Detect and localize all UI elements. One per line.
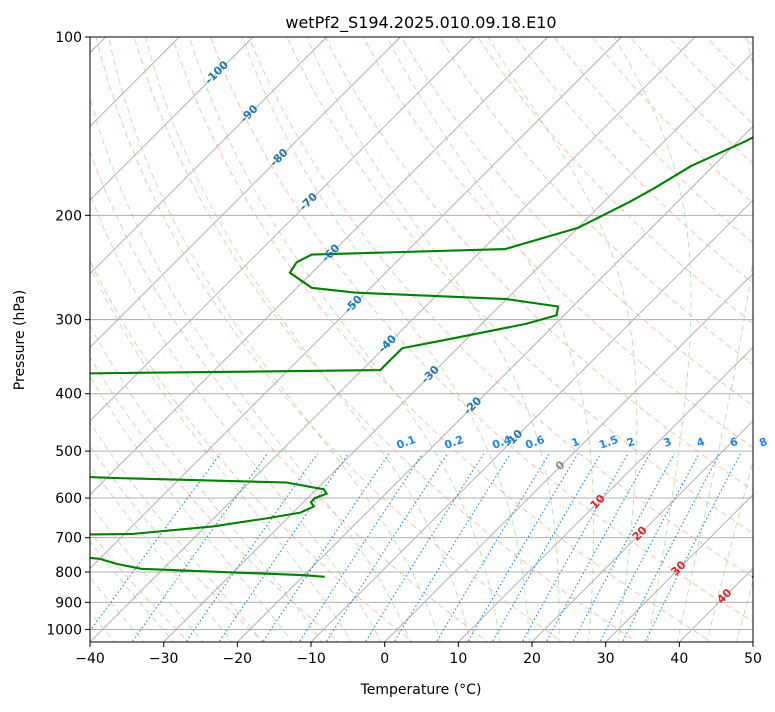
dry-adiabat xyxy=(592,37,775,644)
mixing-ratio-label: 0.6 xyxy=(524,433,547,452)
x-tick-label: −40 xyxy=(75,651,105,667)
mixing-ratio-line xyxy=(325,454,448,645)
moist-adiabat xyxy=(736,37,775,644)
chart-title: wetPf2_S194.2025.010.09.18.E10 xyxy=(285,13,556,33)
moist-adiabat xyxy=(307,37,560,644)
dry-adiabat xyxy=(287,37,775,644)
mixing-ratio-line xyxy=(435,454,549,645)
y-tick-label: 600 xyxy=(55,491,82,507)
isotherm-label: 20 xyxy=(630,523,650,543)
isotherm-line xyxy=(237,37,775,642)
x-tick-label: 20 xyxy=(523,651,541,667)
dry-adiabat xyxy=(0,37,266,644)
isotherm-line xyxy=(458,37,775,642)
isotherm-line xyxy=(532,37,775,642)
x-tick-label: 10 xyxy=(449,651,467,667)
isotherm-line xyxy=(0,37,400,642)
y-tick-label: 200 xyxy=(55,208,82,224)
x-tick-label: 50 xyxy=(744,651,762,667)
plot-frame xyxy=(90,37,753,642)
isotherm-label: -20 xyxy=(461,394,484,417)
dry-adiabat xyxy=(363,37,775,644)
y-tick-label: 700 xyxy=(55,531,82,547)
y-tick-label: 300 xyxy=(55,313,82,329)
y-tick-label: 500 xyxy=(55,444,82,460)
mixing-ratio-line xyxy=(521,454,628,645)
dry-adiabat xyxy=(516,37,775,644)
dewpoint-line xyxy=(0,37,775,577)
isotherm-label: -90 xyxy=(237,102,260,125)
isotherm-label: -30 xyxy=(419,363,442,386)
isotherm-line xyxy=(16,37,621,642)
isotherm-label: -60 xyxy=(319,241,342,264)
mixing-ratio-label: 6 xyxy=(728,435,740,450)
mixing-ratio-label: 8 xyxy=(758,435,770,450)
x-tick-label: −20 xyxy=(223,651,253,667)
isotherm-label: -70 xyxy=(297,190,320,213)
mixing-ratio-line xyxy=(599,454,700,645)
mixing-ratio-label: 0.2 xyxy=(443,433,466,452)
mixing-ratio-line xyxy=(466,454,578,645)
moist-adiabat xyxy=(0,37,205,644)
dry-adiabat xyxy=(745,37,775,644)
y-tick-label: 400 xyxy=(55,387,82,403)
moist-adiabat xyxy=(146,37,471,644)
x-tick-label: 40 xyxy=(670,651,688,667)
dry-adiabat xyxy=(58,37,491,644)
moist-adiabat xyxy=(49,37,383,644)
mixing-ratio-line xyxy=(80,454,221,645)
y-tick-label: 800 xyxy=(55,565,82,581)
x-tick-label: 0 xyxy=(380,651,389,667)
mixing-ratio-line xyxy=(572,454,675,645)
isotherm-line xyxy=(0,37,474,642)
isotherm-line xyxy=(164,37,769,642)
moist-adiabat xyxy=(0,37,264,644)
x-tick-label: −10 xyxy=(296,651,326,667)
isotherm-label: 40 xyxy=(714,586,734,606)
moist-adiabat xyxy=(0,37,235,644)
dry-adiabat xyxy=(554,37,775,644)
y-tick-label: 900 xyxy=(55,595,82,611)
dry-adiabat xyxy=(439,37,775,644)
y-tick-label: 1000 xyxy=(46,622,82,638)
x-tick-label: −30 xyxy=(149,651,179,667)
dry-adiabat xyxy=(478,37,775,644)
mixing-ratio-label: 0.1 xyxy=(395,433,418,452)
isotherm-label: 0 xyxy=(553,458,568,473)
y-tick-label: 100 xyxy=(55,30,82,46)
dry-adiabat xyxy=(211,37,775,644)
isotherm-label: -40 xyxy=(376,332,399,355)
temperature-line xyxy=(752,37,775,577)
moist-adiabat xyxy=(24,37,353,644)
mixing-ratio-label: 4 xyxy=(695,435,707,450)
isotherm-label: -50 xyxy=(342,292,365,315)
moist-adiabat xyxy=(387,37,594,644)
isotherm-label: 30 xyxy=(669,558,689,578)
isotherm-line xyxy=(0,37,548,642)
moist-adiabat xyxy=(614,37,691,644)
moist-adiabat xyxy=(677,37,761,644)
isotherm-line xyxy=(311,37,775,642)
y-axis-label: Pressure (hPa) xyxy=(12,290,28,390)
isotherm-label: 10 xyxy=(588,492,608,512)
mixing-ratio-label: 2 xyxy=(625,435,637,450)
mixing-ratio-label: 3 xyxy=(662,435,674,450)
isotherm-line xyxy=(753,37,775,642)
isotherm-line xyxy=(679,37,775,642)
mixing-ratio-label: 1 xyxy=(570,435,582,450)
isotherm-label: -100 xyxy=(202,58,231,87)
dry-adiabat xyxy=(0,37,191,644)
x-tick-label: 30 xyxy=(597,651,615,667)
mixing-ratio-line xyxy=(364,454,484,645)
mixing-ratio-label: 1.5 xyxy=(597,433,620,452)
x-axis-label: Temperature (°C) xyxy=(360,682,482,698)
